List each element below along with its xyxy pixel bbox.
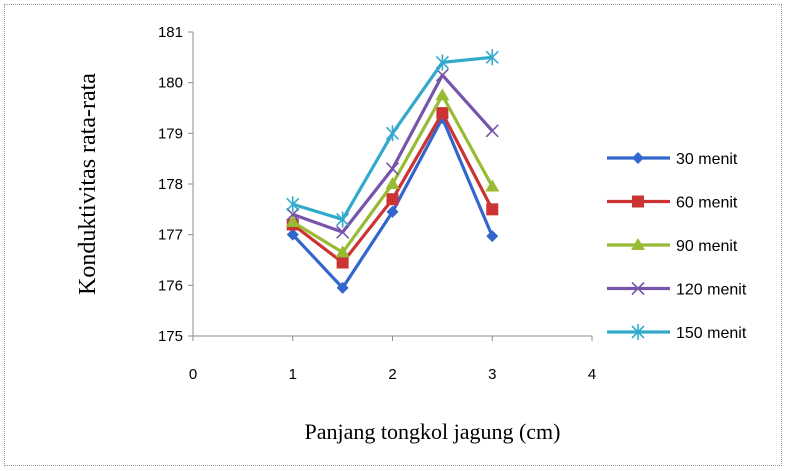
marker-stroke xyxy=(336,225,350,239)
y-axis-label: Konduktivitas rata-rata xyxy=(75,73,101,295)
legend-label: 60 menit xyxy=(676,195,738,212)
data-point xyxy=(286,196,300,213)
series-line xyxy=(291,93,494,254)
y-tick-label: 176 xyxy=(158,277,183,294)
series-150-menit xyxy=(286,49,499,228)
marker-stroke xyxy=(286,207,300,221)
data-point xyxy=(385,177,400,189)
chart-frame: 175 176 177 178 179 180 181 0 1 2 3 4 30 menit 60 me… xyxy=(4,4,782,466)
data-point xyxy=(435,68,449,82)
chart-svg: 175 176 177 178 179 180 181 0 1 2 3 4 30 menit 60 me… xyxy=(75,24,747,444)
data-point xyxy=(386,205,399,218)
legend-item: 120 menit xyxy=(607,282,747,299)
series-group xyxy=(285,49,500,294)
data-point xyxy=(336,211,350,228)
x-tick-label: 2 xyxy=(388,366,396,383)
data-point xyxy=(486,230,499,243)
data-point xyxy=(286,228,299,241)
y-tick-label: 177 xyxy=(158,227,183,244)
marker-stroke xyxy=(485,124,499,138)
marker-stroke xyxy=(435,68,449,82)
data-point xyxy=(485,179,500,192)
marker-stroke xyxy=(631,281,645,296)
x-axis-label: Panjang tongkol jagung (cm) xyxy=(304,419,560,444)
data-point xyxy=(336,256,349,269)
legend-item: 30 menit xyxy=(607,151,738,168)
axes xyxy=(188,31,593,341)
data-point xyxy=(285,215,300,227)
legend-label: 120 menit xyxy=(676,282,747,299)
data-point xyxy=(385,162,400,176)
data-point xyxy=(386,193,399,206)
data-point xyxy=(435,54,449,71)
series-120-menit xyxy=(286,68,499,239)
data-point xyxy=(436,107,449,120)
series-90-menit xyxy=(285,88,500,258)
marker-stroke xyxy=(385,162,400,176)
legend-marker xyxy=(631,281,645,296)
data-point xyxy=(485,124,499,138)
x-tick-label: 0 xyxy=(189,366,197,383)
y-tick-label: 179 xyxy=(158,125,183,142)
x-tick-label: 4 xyxy=(588,366,596,383)
x-tick-label: 3 xyxy=(488,366,496,383)
y-tick-label: 178 xyxy=(158,176,183,193)
legend-item: 150 menit xyxy=(607,324,747,342)
data-point xyxy=(336,225,350,239)
x-tick-label: 1 xyxy=(289,366,297,383)
legend-marker xyxy=(631,238,645,250)
data-point xyxy=(286,207,300,221)
tick-labels: 175 176 177 178 179 180 181 0 1 2 3 4 xyxy=(158,24,596,383)
legend-label: 150 menit xyxy=(676,325,747,342)
legend-item: 60 menit xyxy=(607,195,738,212)
legend-marker xyxy=(631,324,645,340)
y-tick-label: 175 xyxy=(158,328,183,345)
data-point xyxy=(335,245,350,258)
data-point xyxy=(485,49,499,66)
legend-item: 90 menit xyxy=(607,238,738,255)
legend-marker xyxy=(632,152,644,164)
legend-marker xyxy=(632,195,644,208)
legend-label: 30 menit xyxy=(676,151,738,168)
legend: 30 menit 60 menit 90 menit 120 menit 150 men… xyxy=(607,151,747,342)
data-point xyxy=(486,203,499,216)
y-tick-label: 180 xyxy=(158,75,183,92)
data-point xyxy=(435,88,450,101)
data-point xyxy=(336,281,349,294)
data-point xyxy=(385,125,400,142)
y-tick-label: 181 xyxy=(158,24,183,41)
legend-label: 90 menit xyxy=(676,238,738,255)
